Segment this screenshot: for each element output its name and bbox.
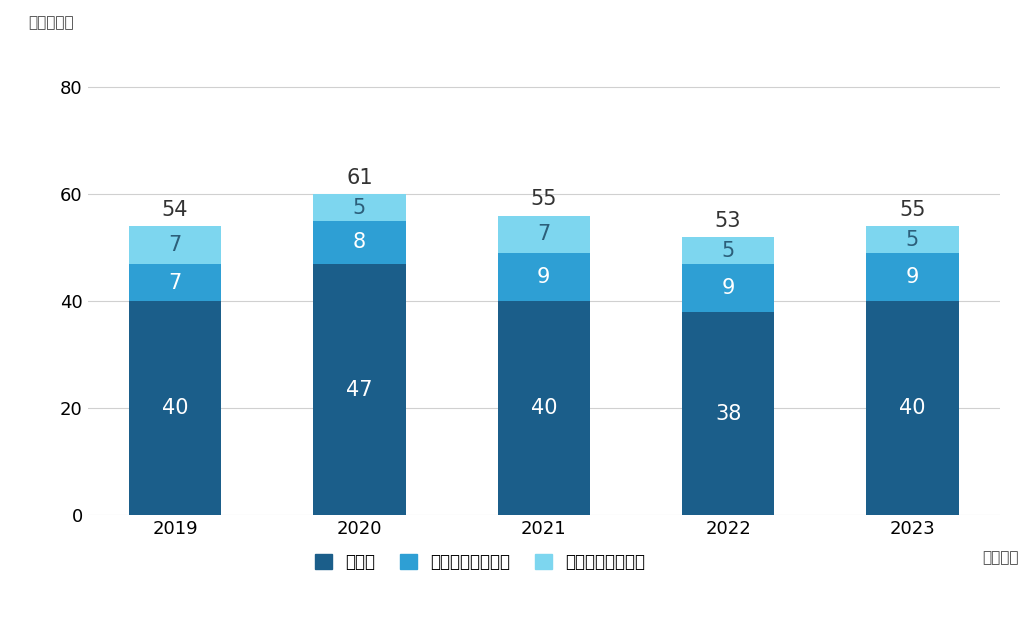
Text: （千トン）: （千トン）: [28, 15, 74, 30]
Text: 7: 7: [168, 235, 181, 255]
Text: 7: 7: [537, 225, 551, 244]
Text: 9: 9: [722, 278, 735, 298]
Bar: [866, 301, 959, 515]
Bar: [313, 194, 405, 221]
Text: 53: 53: [714, 211, 741, 231]
Text: 5: 5: [906, 230, 919, 250]
Bar: [129, 264, 222, 301]
Bar: [683, 264, 774, 312]
Text: 47: 47: [346, 380, 372, 399]
Text: 38: 38: [714, 404, 741, 423]
Bar: [129, 227, 222, 264]
Text: 7: 7: [168, 273, 181, 292]
Bar: [866, 227, 959, 253]
Text: 40: 40: [162, 398, 189, 418]
Text: 55: 55: [899, 200, 926, 220]
Text: 5: 5: [353, 197, 366, 218]
Text: 9: 9: [906, 267, 920, 287]
Text: 40: 40: [899, 398, 926, 418]
Bar: [866, 253, 959, 301]
Text: 54: 54: [162, 200, 189, 220]
Text: 8: 8: [353, 232, 366, 253]
Bar: [498, 216, 590, 253]
Text: 40: 40: [531, 398, 557, 418]
Legend: カネカ, 国内グループ会社, 海外グループ会社: カネカ, 国内グループ会社, 海外グループ会社: [308, 546, 652, 577]
Text: 61: 61: [346, 168, 373, 188]
Text: 9: 9: [537, 267, 551, 287]
Bar: [129, 301, 222, 515]
Text: （年度）: （年度）: [982, 551, 1019, 565]
Text: 5: 5: [722, 241, 735, 261]
Bar: [683, 312, 774, 515]
Bar: [313, 221, 405, 264]
Text: 55: 55: [531, 189, 557, 210]
Bar: [683, 237, 774, 264]
Bar: [498, 253, 590, 301]
Bar: [313, 264, 405, 515]
Bar: [498, 301, 590, 515]
